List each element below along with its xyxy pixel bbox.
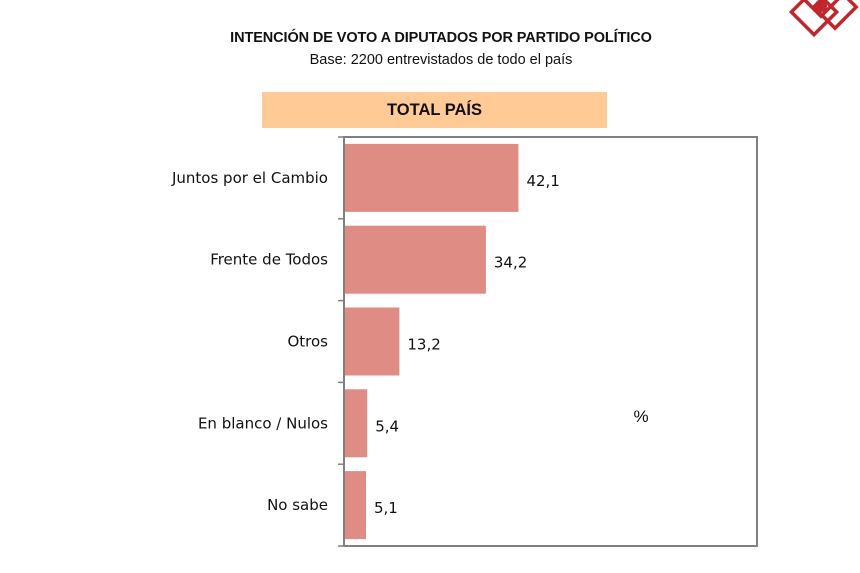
value-label: 13,2 (407, 336, 440, 354)
value-label: 34,2 (494, 254, 527, 272)
bars-layer (345, 143, 519, 540)
bar (345, 143, 519, 212)
category-label: Frente de Todos (210, 251, 328, 269)
plot-frame (343, 136, 758, 547)
panel-title: TOTAL PAÍS (386, 100, 483, 119)
chart-subtitle: Base: 2200 entrevistados de todo el país (309, 52, 573, 68)
unit-label: % (633, 407, 648, 426)
labels-layer: Juntos por el Cambio 42,1 Frente de Todos 3… (171, 169, 560, 517)
bar (345, 389, 368, 458)
chart-title: INTENCIÓN DE VOTO A DIPUTADOS POR PARTID… (230, 30, 652, 46)
bar (345, 307, 400, 376)
axis-ticks (338, 136, 344, 547)
bar (345, 225, 486, 294)
brand-diamond-logo-icon (788, 0, 859, 38)
category-label: No sabe (267, 496, 328, 514)
value-label: 42,1 (526, 172, 559, 190)
value-label: 5,4 (375, 417, 399, 435)
bar (345, 471, 367, 540)
value-label: 5,1 (374, 499, 398, 517)
panel-title-banner: TOTAL PAÍS (262, 92, 607, 128)
category-label: En blanco / Nulos (198, 414, 328, 432)
category-label: Juntos por el Cambio (171, 169, 328, 187)
category-label: Otros (287, 333, 328, 351)
